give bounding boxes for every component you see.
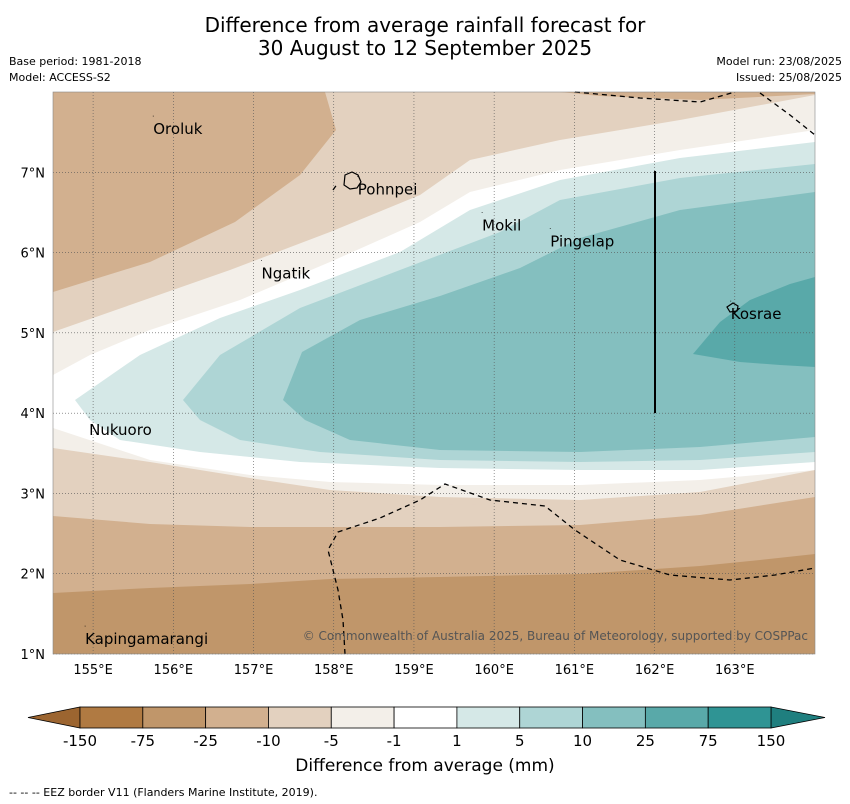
contour-band-neg25-ne	[560, 92, 815, 100]
meta-right: Model run: 23/08/2025 Issued: 25/08/2025	[716, 54, 842, 86]
colorbar: -150 -75 -25 -10 -5 -1 1 5 10 25 75 150	[27, 706, 826, 750]
eez-border-south	[327, 483, 816, 655]
colorbar-label: -5	[324, 732, 339, 750]
lon-tick-label: 163°E	[715, 663, 755, 678]
place-label-nukuoro: Nukuoro	[89, 421, 152, 439]
place-marker: ˙	[480, 211, 484, 220]
lat-tick-label: 3°N	[21, 487, 46, 502]
eez-border	[327, 91, 816, 655]
eez-border-pohnpei	[332, 182, 339, 191]
lat-tick-label: 7°N	[21, 166, 46, 181]
colorbar-title: Difference from average (mm)	[295, 756, 555, 776]
place-marker: ˙	[548, 228, 552, 237]
place-label-kapingamarangi: Kapingamarangi	[85, 630, 208, 648]
colorbar-swatch	[268, 706, 332, 729]
title-line-1: Difference from average rainfall forecas…	[204, 13, 646, 37]
kosrae-island	[726, 302, 739, 313]
model-run: Model run: 23/08/2025	[716, 55, 842, 68]
lat-tick-label: 2°N	[21, 568, 46, 583]
colorbar-label: 25	[636, 732, 655, 750]
contour-band-pos10	[283, 192, 815, 452]
lon-tick-label: 158°E	[314, 663, 354, 678]
place-label-pingelap: Pingelap	[550, 233, 614, 251]
lat-tick-label: 4°N	[21, 407, 46, 422]
chart-title: Difference from average rainfall forecas…	[0, 14, 850, 60]
contour-band-pos25	[693, 277, 815, 367]
colorbar-swatch	[205, 706, 269, 729]
colorbar-label: 75	[699, 732, 718, 750]
colorbar-label: -75	[131, 732, 156, 750]
colorbar-swatch	[519, 706, 583, 729]
lon-tick-label: 162°E	[635, 663, 675, 678]
lon-tick-label: 159°E	[394, 663, 434, 678]
contour-band-neg25-north	[53, 92, 336, 292]
colorbar-label: 150	[757, 732, 786, 750]
lat-tick-label: 6°N	[21, 247, 46, 262]
colorbar-label: 10	[573, 732, 592, 750]
colorbar-swatch	[644, 706, 709, 729]
pohnpei-island	[343, 171, 362, 190]
plot-frame	[52, 91, 816, 655]
colorbar-label: 1	[452, 732, 462, 750]
lon-tick-labels: 155°E 156°E 157°E 158°E 159°E 160°E 161°E 162°E…	[73, 663, 754, 678]
colorbar-label: -10	[256, 732, 281, 750]
place-label-kosrae: Kosrae	[731, 305, 782, 323]
colorbar-swatch	[142, 706, 207, 729]
lat-tick-labels: 7°N 6°N 5°N 4°N 3°N 2°N 1°N	[21, 166, 46, 663]
place-label-oroluk: Oroluk	[153, 120, 202, 138]
contour-layer	[53, 92, 815, 654]
place-label-ngatik: Ngatik	[262, 265, 311, 283]
place-labels: ˙Oroluk˙Pohnpei˙Mokil ˙Pingelap˙Ngatik˙Ko…	[83, 115, 781, 648]
contour-band-neg75-south	[53, 554, 815, 654]
place-label-mokil: Mokil	[482, 216, 521, 234]
lon-tick-label: 156°E	[154, 663, 194, 678]
issued-date: Issued: 25/08/2025	[735, 71, 842, 84]
base-period: Base period: 1981-2018	[9, 55, 142, 68]
colorbar-swatch	[456, 706, 521, 729]
eez-border-ne	[759, 92, 816, 136]
place-marker: ˙	[260, 260, 264, 269]
lon-tick-label: 160°E	[474, 663, 514, 678]
lon-tick-label: 157°E	[234, 663, 274, 678]
colorbar-swatch	[330, 706, 395, 729]
meta-left: Base period: 1981-2018 Model: ACCESS-S2	[9, 54, 141, 86]
colorbar-extend-left	[27, 706, 81, 729]
colorbar-extend-right	[770, 706, 826, 729]
colorbar-label: -1	[387, 732, 402, 750]
colorbar-swatch	[393, 706, 458, 729]
place-marker: ˙	[83, 625, 87, 634]
lat-tick-label: 5°N	[21, 327, 46, 342]
colorbar-swatch	[582, 706, 646, 729]
place-marker: ˙	[151, 115, 155, 124]
place-marker: ˙	[356, 175, 360, 184]
gridlines	[53, 92, 815, 655]
colorbar-label: 5	[515, 732, 525, 750]
lat-tick-label: 1°N	[21, 648, 46, 663]
place-marker: ˙	[87, 416, 91, 425]
colorbar-swatch	[79, 706, 144, 729]
model-name: Model: ACCESS-S2	[9, 71, 111, 84]
title-line-2: 30 August to 12 September 2025	[257, 36, 593, 60]
lon-tick-label: 161°E	[555, 663, 595, 678]
place-label-pohnpei: Pohnpei	[358, 180, 418, 198]
colorbar-label: -150	[63, 732, 97, 750]
copyright-note: © Commonwealth of Australia 2025, Bureau…	[303, 629, 808, 643]
colorbar-label: -25	[193, 732, 218, 750]
place-marker: ˙	[729, 300, 733, 309]
footer-note: -- -- -- EEZ border V11 (Flanders Marine…	[9, 786, 318, 799]
colorbar-swatch	[707, 706, 772, 729]
lon-tick-label: 155°E	[73, 663, 113, 678]
